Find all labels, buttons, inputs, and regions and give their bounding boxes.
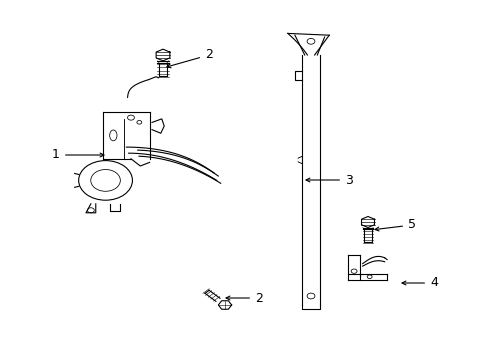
Text: 1: 1 (52, 148, 104, 162)
Text: 5: 5 (374, 219, 415, 231)
Text: 2: 2 (166, 49, 212, 68)
Text: 2: 2 (225, 292, 263, 305)
Text: 4: 4 (401, 276, 437, 289)
Text: 3: 3 (305, 174, 352, 186)
